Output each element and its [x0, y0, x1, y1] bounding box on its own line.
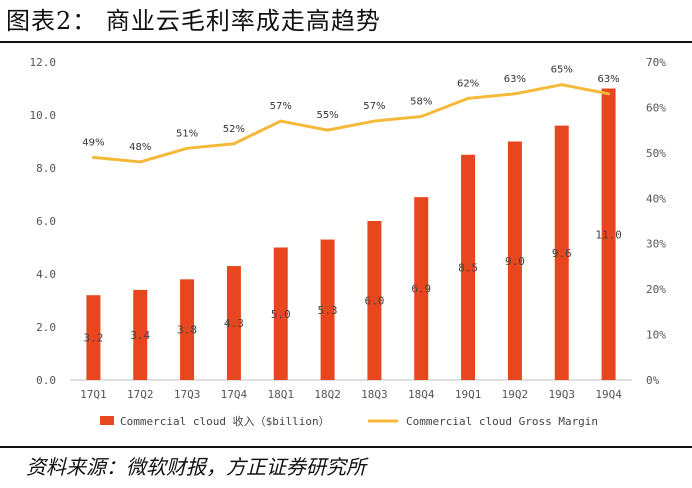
y-right-tick-label: 40%	[646, 192, 666, 205]
x-tick-label: 19Q4	[595, 388, 622, 401]
bar-19Q3	[554, 125, 569, 380]
bar-value-label: 3.2	[83, 332, 103, 345]
gross-margin-line	[91, 83, 611, 164]
bar-17Q2	[133, 289, 148, 380]
bar-value-label: 6.9	[411, 283, 431, 296]
bar-value-label: 9.6	[552, 247, 572, 260]
margin-value-label: 63%	[504, 74, 526, 85]
margin-value-label: 57%	[363, 101, 385, 112]
x-tick-label: 17Q4	[221, 388, 248, 401]
bar-value-label: 4.3	[224, 317, 244, 330]
figure-title: 图表2： 商业云毛利率成走高趋势	[6, 7, 381, 35]
bar-19Q4	[601, 88, 616, 380]
x-tick-label: 18Q4	[408, 388, 435, 401]
x-tick-label: 19Q1	[455, 388, 482, 401]
title-rule	[0, 41, 692, 43]
bar-value-label: 11.0	[595, 228, 622, 241]
margin-value-label: 63%	[597, 74, 619, 85]
bar-value-label: 9.0	[505, 255, 525, 268]
y-right-tick-label: 10%	[646, 329, 666, 342]
x-tick-label: 19Q3	[549, 388, 576, 401]
margin-value-label: 65%	[551, 65, 573, 76]
legend-bar-label: Commercial cloud 收入（$billion）	[120, 414, 330, 428]
y-left-tick-label: 12.0	[30, 56, 57, 69]
x-tick-label: 17Q2	[127, 388, 154, 401]
bar-value-label: 3.8	[177, 324, 197, 337]
bar-value-label: 5.0	[271, 308, 291, 321]
x-tick-label: 18Q3	[361, 388, 388, 401]
chart-axes: 0.0 2.0 4.0 6.0 8.0 10.0 12.0 0% 10% 20% 30% 40% 50%…	[30, 56, 667, 387]
bar-value-label: 6.0	[364, 295, 384, 308]
combo-chart: 0.0 2.0 4.0 6.0 8.0 10.0 12.0 0% 10% 20% 30% 40% 50%…	[30, 56, 667, 428]
margin-value-label: 49%	[82, 137, 104, 148]
bar-value-label: 8.5	[458, 261, 478, 274]
bar-18Q2	[320, 239, 335, 380]
y-left-tick-label: 10.0	[30, 109, 57, 122]
y-right-tick-label: 70%	[646, 56, 666, 69]
margin-value-label: 58%	[410, 97, 432, 108]
bar-19Q2	[507, 141, 522, 380]
margin-value-label: 55%	[316, 110, 338, 121]
margin-value-label: 48%	[129, 142, 151, 153]
y-right-tick-label: 20%	[646, 283, 666, 296]
y-left-tick-label: 4.0	[36, 268, 56, 281]
y-right-tick-label: 30%	[646, 238, 666, 251]
y-left-tick-label: 6.0	[36, 215, 56, 228]
bar-value-label: 3.4	[130, 329, 150, 342]
source-note: 资料来源：微软财报，方正证券研究所	[26, 455, 366, 479]
y-right-tick-label: 0%	[646, 374, 660, 387]
bar-18Q4	[414, 197, 429, 380]
y-left-tick-label: 8.0	[36, 162, 56, 175]
x-tick-label: 18Q1	[268, 388, 295, 401]
line-value-labels: 49% 48% 51% 52% 57% 55% 57% 58% 62% 63% 65% 63%	[82, 65, 619, 153]
y-right-tick-label: 60%	[646, 101, 666, 114]
bar-17Q3	[180, 279, 195, 380]
bar-19Q1	[461, 154, 476, 380]
bar-series	[86, 88, 616, 380]
bar-17Q4	[226, 266, 241, 380]
bar-value-label: 5.3	[318, 304, 338, 317]
x-tick-label: 19Q2	[502, 388, 529, 401]
margin-value-label: 51%	[176, 128, 198, 139]
x-tick-label: 17Q1	[80, 388, 107, 401]
y-left-tick-label: 2.0	[36, 321, 56, 334]
y-left-tick-label: 0.0	[36, 374, 56, 387]
legend-bar-swatch	[100, 416, 114, 425]
margin-value-label: 62%	[457, 78, 479, 89]
x-tick-label: 18Q2	[314, 388, 341, 401]
chart-legend: Commercial cloud 收入（$billion） Commercial …	[100, 414, 598, 428]
x-tick-labels: 17Q1 17Q2 17Q3 17Q4 18Q1 18Q2 18Q3 18Q4 19Q1 19Q2…	[80, 388, 622, 401]
bar-value-labels: 3.2 3.4 3.8 4.3 5.0 5.3 6.0 6.9 8.5 9.0 9.6 11.0	[83, 228, 621, 344]
margin-value-label: 52%	[223, 124, 245, 135]
y-right-tick-label: 50%	[646, 147, 666, 160]
line-series	[91, 83, 611, 164]
bar-18Q3	[367, 221, 382, 380]
bar-18Q1	[273, 247, 288, 380]
legend-line-label: Commercial cloud Gross Margin	[406, 415, 598, 428]
source-rule	[0, 446, 692, 448]
bar-17Q1	[86, 295, 101, 380]
x-tick-label: 17Q3	[174, 388, 201, 401]
margin-value-label: 57%	[270, 101, 292, 112]
